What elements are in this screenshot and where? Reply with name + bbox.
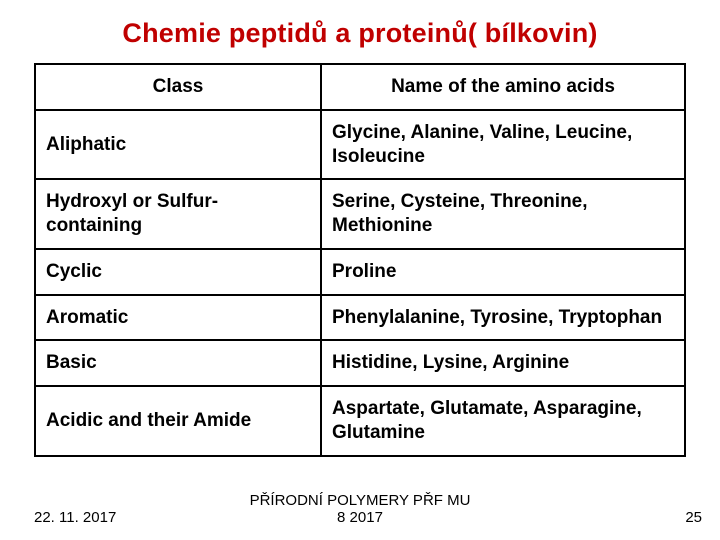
cell-class: Hydroxyl or Sulfur-containing [35,179,321,249]
cell-name: Histidine, Lysine, Arginine [321,340,685,386]
col-header-name: Name of the amino acids [321,64,685,110]
table-row: Aromatic Phenylalanine, Tyrosine, Trypto… [35,295,685,341]
slide: Chemie peptidů a proteinů( bílkovin) Cla… [0,0,720,540]
cell-name: Serine, Cysteine, Threonine, Methionine [321,179,685,249]
cell-class: Aromatic [35,295,321,341]
cell-name: Proline [321,249,685,295]
table-row: Basic Histidine, Lysine, Arginine [35,340,685,386]
footer-center-line2: 8 2017 [337,509,383,526]
page-title: Chemie peptidů a proteinů( bílkovin) [34,18,686,49]
cell-class: Basic [35,340,321,386]
cell-name: Phenylalanine, Tyrosine, Tryptophan [321,295,685,341]
col-header-class: Class [35,64,321,110]
table-row: Cyclic Proline [35,249,685,295]
cell-name: Aspartate, Glutamate, Asparagine, Glutam… [321,386,685,456]
footer-center: PŘÍRODNÍ POLYMERY PŘF MU 8 2017 [0,492,720,527]
table-row: Acidic and their Amide Aspartate, Glutam… [35,386,685,456]
cell-class: Acidic and their Amide [35,386,321,456]
amino-acid-table: Class Name of the amino acids Aliphatic … [34,63,686,457]
table-row: Hydroxyl or Sulfur-containing Serine, Cy… [35,179,685,249]
footer-center-line1: PŘÍRODNÍ POLYMERY PŘF MU [250,492,471,509]
footer-page-number: 25 [685,509,702,526]
cell-class: Aliphatic [35,110,321,180]
cell-class: Cyclic [35,249,321,295]
table-row: Aliphatic Glycine, Alanine, Valine, Leuc… [35,110,685,180]
table-header-row: Class Name of the amino acids [35,64,685,110]
cell-name: Glycine, Alanine, Valine, Leucine, Isole… [321,110,685,180]
